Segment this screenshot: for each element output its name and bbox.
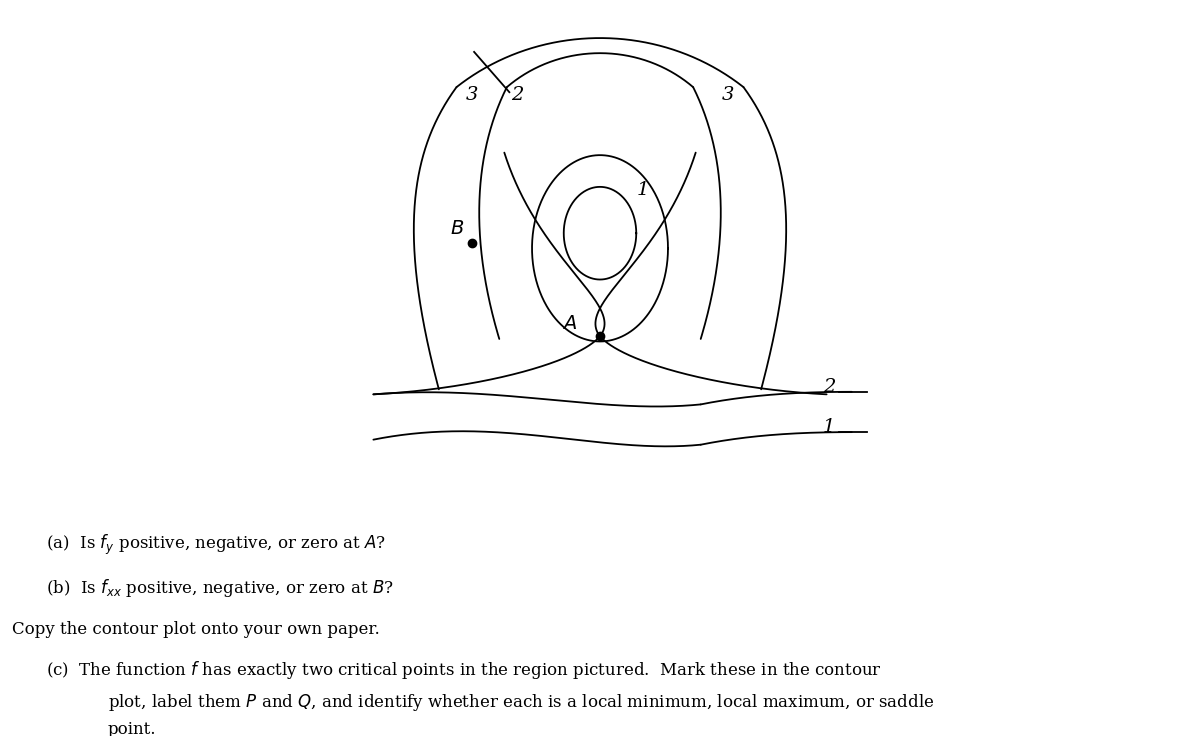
Text: 3: 3 (466, 85, 478, 104)
Text: 1: 1 (823, 418, 835, 436)
Text: 1: 1 (637, 181, 649, 199)
Text: plot, label them $P$ and $Q$, and identify whether each is a local minimum, loca: plot, label them $P$ and $Q$, and identi… (108, 692, 935, 713)
Text: (c)  The function $f$ has exactly two critical points in the region pictured.  M: (c) The function $f$ has exactly two cri… (46, 659, 882, 681)
Text: $A$: $A$ (563, 315, 577, 333)
Text: 3: 3 (722, 85, 734, 104)
Text: (b)  Is $f_{xx}$ positive, negative, or zero at $B$?: (b) Is $f_{xx}$ positive, negative, or z… (46, 577, 394, 599)
Text: 2: 2 (823, 378, 835, 396)
Text: 2: 2 (511, 85, 523, 104)
Text: point.: point. (108, 721, 156, 736)
Text: (a)  Is $f_y$ positive, negative, or zero at $A$?: (a) Is $f_y$ positive, negative, or zero… (46, 533, 385, 557)
Text: Copy the contour plot onto your own paper.: Copy the contour plot onto your own pape… (12, 621, 379, 638)
Text: $B$: $B$ (450, 220, 464, 238)
